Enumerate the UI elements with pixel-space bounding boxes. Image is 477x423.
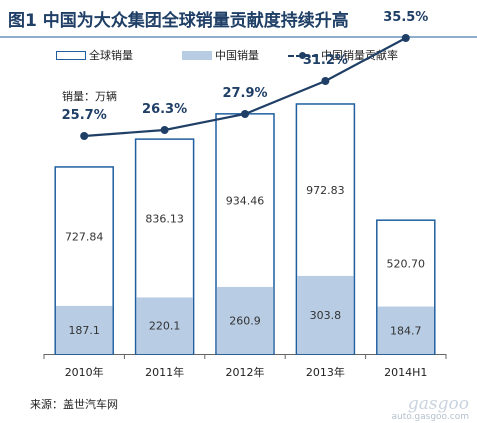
- legend-swatch-china-sales: [182, 50, 212, 60]
- label-china-3: 303.8: [310, 309, 342, 322]
- share-point-4: [401, 34, 410, 42]
- bar-china-1: [136, 297, 193, 354]
- watermark-brand: gasgoo: [407, 394, 469, 414]
- share-label-0: 25.7%: [62, 108, 107, 123]
- legend-swatch-china-share: [288, 51, 318, 60]
- bar-china-2: [216, 286, 274, 354]
- label-global-2: 934.46: [226, 194, 265, 207]
- share-point-3: [321, 77, 330, 85]
- share-point-1: [160, 126, 169, 134]
- label-global-3: 972.83: [306, 184, 345, 197]
- bar-china-0: [56, 305, 113, 354]
- chart-title: 图1 中国为大众集团全球销量贡献度持续升高: [8, 11, 349, 31]
- legend-label-china-sales: 中国销量: [215, 49, 259, 62]
- label-global-4: 520.70: [387, 257, 426, 270]
- title-bar: 图1 中国为大众集团全球销量贡献度持续升高: [0, 0, 477, 38]
- label-china-0: 187.1: [68, 324, 100, 337]
- x-tick-label-1: 2011年: [145, 365, 184, 379]
- share-label-3: 31.2%: [303, 53, 348, 68]
- label-global-1: 836.13: [145, 212, 184, 225]
- share-point-0: [80, 132, 89, 140]
- bar-china-3: [297, 275, 354, 354]
- x-tick-label-4: 2014H1: [384, 366, 427, 379]
- label-china-1: 220.1: [149, 320, 181, 333]
- legend-swatch-global-sales: [56, 50, 86, 60]
- label-china-4: 184.7: [390, 324, 422, 337]
- x-tick-label-2: 2012年: [226, 365, 265, 379]
- label-global-0: 727.84: [65, 230, 104, 243]
- share-point-2: [241, 110, 249, 118]
- x-tick-label-3: 2013年: [306, 365, 345, 379]
- watermark-logo: gasgoo auto.gasgoo.com: [385, 390, 475, 423]
- share-label-1: 26.3%: [142, 102, 187, 117]
- bar-china-4: [377, 306, 434, 354]
- source-note: 来源：盖世汽车网: [30, 398, 118, 411]
- unit-label: 销量：万辆: [62, 90, 117, 103]
- share-label-4: 35.5%: [383, 10, 428, 25]
- legend-item-china-sales: 中国销量: [182, 47, 259, 63]
- legend-label-global-sales: 全球销量: [89, 49, 133, 62]
- watermark-url: auto.gasgoo.com: [391, 412, 469, 422]
- x-tick-label-0: 2010年: [65, 365, 104, 379]
- share-label-2: 27.9%: [222, 86, 267, 101]
- label-china-2: 260.9: [229, 314, 261, 327]
- legend-item-global-sales: 全球销量: [56, 47, 133, 63]
- title-divider: [0, 36, 477, 38]
